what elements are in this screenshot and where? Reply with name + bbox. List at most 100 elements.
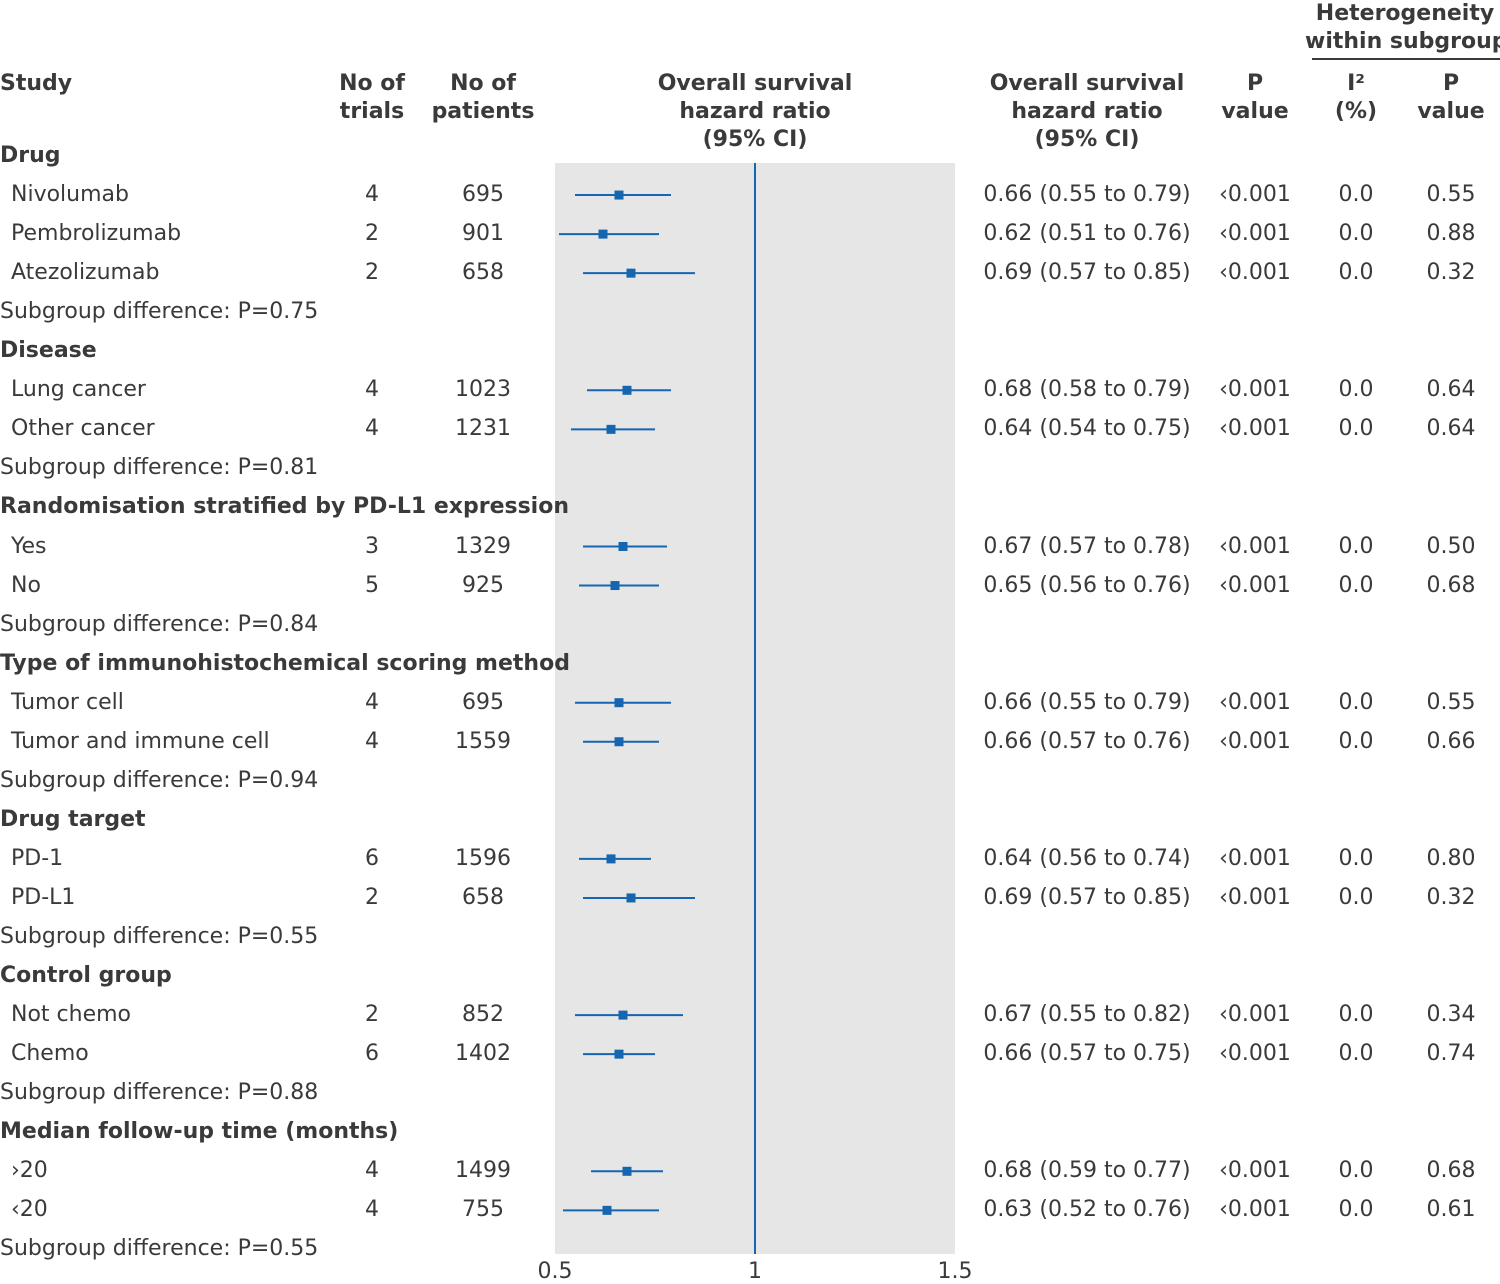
trials-count: 4 — [365, 182, 379, 208]
hr-header: Overall survival hazard ratio (95% CI) — [962, 70, 1212, 154]
subgroup-difference: Subgroup difference: P=0.81 — [0, 455, 319, 481]
hr-marker — [614, 1049, 624, 1059]
hr-marker — [602, 1205, 612, 1215]
i2-value: 0.0 — [1338, 1197, 1374, 1223]
het-p-value: 0.61 — [1426, 1197, 1476, 1223]
plot-header-line-1: Overall survival — [657, 71, 853, 96]
p-value-header-line-1: P — [1246, 71, 1264, 96]
het-p-value: 0.66 — [1426, 728, 1476, 754]
subgroup-heading: Median follow-up time (months) — [0, 1119, 399, 1145]
patients-count: 1499 — [455, 1158, 511, 1184]
hr-marker — [614, 190, 624, 200]
trials-count: 4 — [365, 728, 379, 754]
study-label: PD-L1 — [11, 884, 76, 910]
patients-count: 925 — [462, 572, 504, 598]
trials-count: 6 — [365, 1041, 379, 1067]
p-value: ‹0.001 — [1219, 182, 1291, 208]
hr-marker — [614, 737, 624, 747]
subgroup-difference: Subgroup difference: P=0.55 — [0, 1236, 319, 1262]
p-value: ‹0.001 — [1219, 1041, 1291, 1067]
hazard-ratio-ci: 0.62 (0.51 to 0.76) — [983, 221, 1191, 247]
i2-value: 0.0 — [1338, 1158, 1374, 1184]
i2-value: 0.0 — [1338, 221, 1374, 247]
hazard-ratio-ci: 0.64 (0.54 to 0.75) — [983, 416, 1191, 442]
p-value: ‹0.001 — [1219, 377, 1291, 403]
plot-header: Overall survival hazard ratio (95% CI) — [630, 70, 880, 154]
study-label: Other cancer — [11, 416, 155, 442]
study-label: Atezolizumab — [11, 260, 160, 286]
x-tick-label: 1 — [748, 1259, 762, 1284]
patients-header: No of patients — [428, 70, 538, 126]
study-label: ›20 — [11, 1158, 48, 1184]
i2-value: 0.0 — [1338, 728, 1374, 754]
trials-count: 2 — [365, 260, 379, 286]
p-value: ‹0.001 — [1219, 728, 1291, 754]
subgroup-heading: Type of immunohistochemical scoring meth… — [0, 650, 570, 676]
subgroup-heading: Randomisation stratified by PD-L1 expres… — [0, 494, 570, 520]
heterogeneity-header-line-2: within subgroups — [1305, 29, 1500, 54]
patients-count: 1023 — [455, 377, 511, 403]
p-value: ‹0.001 — [1219, 884, 1291, 910]
study-label: ‹20 — [11, 1197, 48, 1223]
subgroup-heading: Drug target — [0, 806, 146, 832]
i2-value: 0.0 — [1338, 1002, 1374, 1028]
het-p-value: 0.55 — [1426, 182, 1476, 208]
p-value: ‹0.001 — [1219, 221, 1291, 247]
trials-count: 2 — [365, 221, 379, 247]
study-label: No — [11, 572, 41, 598]
hr-marker — [606, 854, 616, 864]
het-p-value: 0.34 — [1426, 1002, 1476, 1028]
patients-header-line-2: patients — [431, 99, 535, 124]
hazard-ratio-ci: 0.69 (0.57 to 0.85) — [983, 260, 1191, 286]
het-p-value-header-line-1: P — [1442, 71, 1460, 96]
patients-count: 695 — [462, 689, 504, 715]
subgroup-difference: Subgroup difference: P=0.88 — [0, 1080, 319, 1106]
patients-count: 755 — [462, 1197, 504, 1223]
trials-count: 6 — [365, 845, 379, 871]
heterogeneity-header-line-1: Heterogeneity — [1315, 1, 1495, 26]
i2-value: 0.0 — [1338, 1041, 1374, 1067]
plot-header-line-2: hazard ratio — [679, 99, 831, 124]
hr-marker — [622, 385, 632, 395]
study-label: PD-1 — [11, 845, 64, 871]
i2-value: 0.0 — [1338, 377, 1374, 403]
hazard-ratio-ci: 0.68 (0.59 to 0.77) — [983, 1158, 1191, 1184]
i2-value: 0.0 — [1338, 572, 1374, 598]
x-tick-label: 0.5 — [538, 1259, 573, 1284]
het-p-value-header: P value — [1405, 70, 1497, 126]
hr-marker — [610, 581, 620, 591]
hr-marker — [622, 1166, 632, 1176]
hr-marker — [626, 893, 636, 903]
p-value: ‹0.001 — [1219, 416, 1291, 442]
p-value: ‹0.001 — [1219, 533, 1291, 559]
het-p-value: 0.32 — [1426, 884, 1476, 910]
i2-value: 0.0 — [1338, 260, 1374, 286]
study-label: Not chemo — [11, 1002, 132, 1028]
p-value: ‹0.001 — [1219, 1002, 1291, 1028]
subgroup-difference: Subgroup difference: P=0.84 — [0, 611, 319, 637]
i2-header-line-1: I² — [1347, 71, 1365, 96]
patients-count: 852 — [462, 1002, 504, 1028]
patients-count: 1402 — [455, 1041, 511, 1067]
study-label: Lung cancer — [11, 377, 146, 403]
p-value: ‹0.001 — [1219, 689, 1291, 715]
hr-marker — [606, 424, 616, 434]
i2-value: 0.0 — [1338, 689, 1374, 715]
p-value: ‹0.001 — [1219, 572, 1291, 598]
p-value: ‹0.001 — [1219, 845, 1291, 871]
subgroup-difference: Subgroup difference: P=0.75 — [0, 299, 319, 325]
patients-count: 1596 — [455, 845, 511, 871]
i2-value: 0.0 — [1338, 845, 1374, 871]
hr-marker — [614, 698, 624, 708]
subgroup-difference: Subgroup difference: P=0.55 — [0, 924, 319, 949]
p-value-header: P value — [1205, 70, 1305, 126]
patients-count: 1329 — [455, 533, 511, 559]
patients-header-line-1: No of — [450, 71, 516, 96]
patients-count: 658 — [462, 260, 504, 286]
i2-value: 0.0 — [1338, 533, 1374, 559]
trials-header: No of trials — [322, 70, 422, 126]
p-value: ‹0.001 — [1219, 1197, 1291, 1223]
het-p-value: 0.74 — [1426, 1041, 1476, 1067]
i2-value: 0.0 — [1338, 884, 1374, 910]
